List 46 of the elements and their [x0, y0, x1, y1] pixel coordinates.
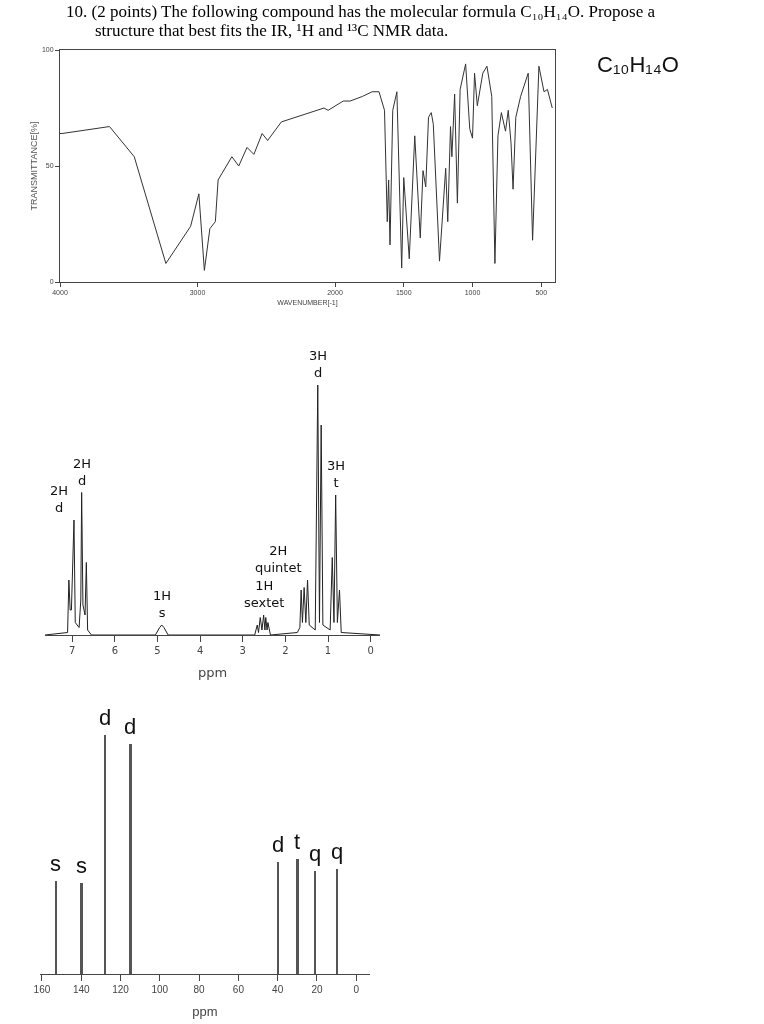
annotation: 2H quintet — [255, 543, 302, 575]
annotation: 3H t — [327, 458, 346, 490]
bar — [277, 862, 279, 974]
annotation: q — [331, 839, 344, 864]
annotation: 3H d — [309, 348, 328, 380]
x-axis-title: ppm — [192, 1003, 218, 1019]
annotation: d — [272, 832, 285, 857]
bar — [55, 881, 57, 974]
bar — [296, 859, 299, 974]
bar — [314, 871, 316, 974]
x-tick-label: 20 — [311, 984, 323, 995]
x-tick-label: 6 — [111, 645, 119, 656]
y-axis-title: TRANSMITTANCE[%] — [29, 121, 40, 211]
x-tick-label: 60 — [232, 984, 245, 995]
bar — [336, 869, 338, 974]
x-tick-label: 2 — [282, 645, 289, 656]
line-series — [60, 63, 553, 271]
chart-title: 10. (2 points) The following compound has the molecular formula C₁₀H₁₄O. Propose a structure that best fits the IR, ¹H and ¹³C NMR data. — [65, 1, 656, 40]
x-tick-label: 100 — [151, 984, 169, 995]
annotation: q — [309, 841, 322, 866]
annotation: t — [294, 829, 301, 854]
x-tick-label: 0 — [353, 984, 360, 995]
x-tick-label: 3 — [239, 645, 246, 656]
x-tick-label: 160 — [33, 984, 51, 995]
annotation: 1H s — [153, 588, 172, 620]
x-tick-label: 140 — [72, 984, 91, 995]
x-tick-label: 120 — [112, 984, 130, 995]
x-tick-label: 5 — [154, 645, 161, 656]
bar — [104, 735, 106, 974]
x-tick-label: 4 — [196, 645, 204, 656]
annotation: 2H d — [73, 456, 92, 488]
x-tick-label: 0 — [367, 645, 374, 656]
annotation: d — [99, 705, 112, 730]
text: C₁₀H₁₄O — [597, 52, 679, 77]
annotation: d — [124, 714, 137, 739]
bar — [80, 883, 83, 974]
bar — [129, 744, 132, 974]
x-tick-label: 7 — [69, 645, 76, 656]
x-tick-label: 40 — [272, 984, 284, 995]
annotation: 2H d — [50, 483, 69, 515]
x-tick-label: 1 — [324, 645, 332, 656]
annotation: s — [76, 853, 87, 878]
annotation: 1H sextet — [244, 578, 285, 610]
x-tick-label: 80 — [193, 984, 206, 995]
annotation: s — [50, 851, 61, 876]
x-axis-title: ppm — [197, 664, 228, 680]
